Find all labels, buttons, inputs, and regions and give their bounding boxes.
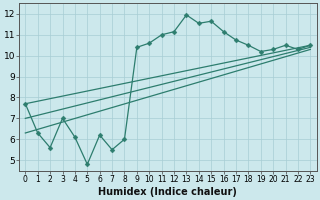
X-axis label: Humidex (Indice chaleur): Humidex (Indice chaleur) <box>98 187 237 197</box>
